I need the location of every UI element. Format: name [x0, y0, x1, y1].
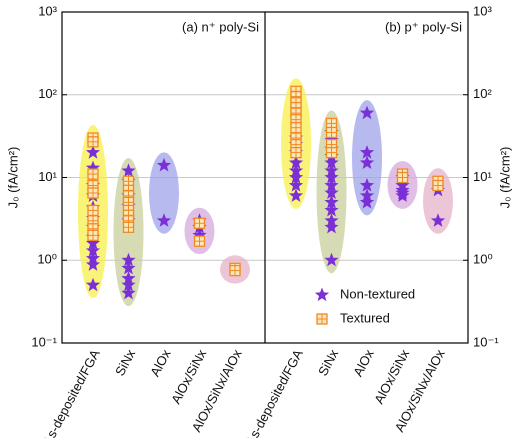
- data-point: [324, 178, 339, 192]
- x-tick-label: SiNx: [315, 347, 341, 379]
- legend-box: [308, 281, 462, 333]
- data-point: [325, 126, 338, 139]
- data-point: [359, 178, 375, 192]
- legend-label: Non-textured: [340, 286, 415, 301]
- data-point: [193, 235, 206, 247]
- data-point: [85, 160, 101, 175]
- highlight-ellipse: [149, 152, 179, 234]
- data-point: [324, 185, 339, 199]
- y-tick-label: 10⁰: [473, 252, 493, 267]
- data-point: [288, 188, 304, 202]
- data-point: [430, 213, 446, 227]
- y-tick-label: 10¹: [473, 169, 492, 184]
- data-point: [288, 155, 304, 169]
- data-point: [87, 204, 99, 217]
- y-axis-label: J₀ (fA/cm²): [497, 147, 512, 209]
- data-point: [87, 168, 99, 180]
- legend-marker: [314, 287, 330, 302]
- chart-title: (b) p⁺ poly-Si: [385, 19, 462, 34]
- data-point: [121, 260, 136, 275]
- y-tick-label: 10³: [38, 3, 57, 18]
- x-tick-label: AlOx/SiNx: [168, 347, 209, 407]
- data-point: [359, 194, 375, 209]
- data-point: [193, 217, 206, 229]
- y-tick-label: 10²: [38, 86, 57, 101]
- data-point: [121, 252, 136, 267]
- data-point: [324, 219, 339, 234]
- data-point: [85, 277, 101, 292]
- data-point: [85, 257, 101, 271]
- x-tick-label: AlOx: [147, 347, 174, 379]
- data-point: [87, 229, 99, 241]
- y-tick-label: 10⁻¹: [473, 334, 499, 349]
- data-point: [359, 155, 375, 169]
- data-point: [87, 187, 99, 199]
- data-point: [85, 243, 101, 257]
- legend-marker: [316, 313, 328, 325]
- data-point: [156, 213, 172, 227]
- data-point: [432, 179, 444, 192]
- y-tick-label: 10⁻¹: [31, 334, 57, 349]
- data-point: [324, 155, 339, 169]
- data-point: [324, 202, 339, 217]
- data-point: [396, 171, 409, 184]
- data-point: [121, 163, 136, 177]
- y-tick-label: 10²: [473, 86, 492, 101]
- data-point: [324, 194, 339, 209]
- y-tick-label: 10³: [473, 3, 492, 18]
- data-point: [229, 264, 241, 277]
- legend-label: Textured: [340, 310, 390, 325]
- data-point: [121, 277, 136, 292]
- y-axis-label: J₀ (fA/cm²): [5, 147, 20, 209]
- data-point: [324, 170, 339, 184]
- data-point: [288, 178, 304, 192]
- data-point: [85, 145, 101, 159]
- data-point: [192, 227, 207, 242]
- data-point: [395, 188, 410, 202]
- data-point: [290, 146, 302, 159]
- data-point: [87, 136, 99, 148]
- data-point: [290, 122, 302, 134]
- x-tick-label: As-deposited/FGA: [243, 347, 306, 438]
- highlight-ellipse: [423, 168, 453, 234]
- data-point: [324, 252, 339, 267]
- data-point: [85, 235, 101, 250]
- x-tick-label: As-deposited/FGA: [40, 347, 103, 438]
- data-point: [325, 146, 338, 159]
- x-tick-label: SiNx: [112, 347, 138, 379]
- x-tick-label: AlOx: [350, 347, 377, 379]
- x-tick-label: AlOx/SiNx: [371, 347, 412, 407]
- y-tick-label: 10¹: [38, 169, 57, 184]
- data-point: [156, 157, 172, 172]
- data-point: [122, 221, 135, 233]
- chart-title: (a) n⁺ poly-Si: [182, 19, 259, 34]
- data-point: [359, 145, 375, 159]
- data-point: [288, 170, 304, 184]
- data-point: [359, 105, 375, 120]
- data-point: [121, 285, 136, 300]
- y-tick-label: 10⁰: [37, 252, 57, 267]
